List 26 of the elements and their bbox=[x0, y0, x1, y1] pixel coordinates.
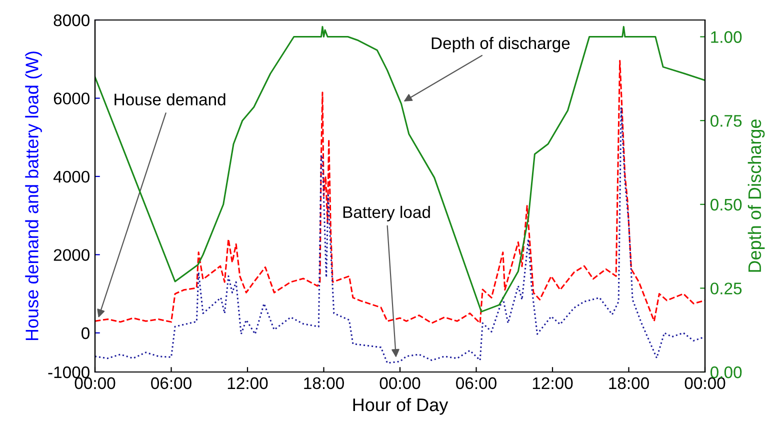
y2-tick-label: 0.50 bbox=[710, 198, 742, 211]
y2-tick-label: 0.75 bbox=[710, 114, 742, 127]
y-tick-label: 0 bbox=[82, 327, 90, 340]
x-tick-label: 00:00 bbox=[380, 377, 420, 390]
x-tick-label: 12:00 bbox=[532, 377, 573, 390]
y-tick-label: 4000 bbox=[53, 170, 90, 183]
x-tick-label: 06:00 bbox=[456, 377, 496, 390]
x-tick-label: 18:00 bbox=[609, 377, 649, 390]
x-axis-title: Hour of Day bbox=[353, 398, 448, 415]
annotation: Battery load bbox=[343, 206, 430, 222]
y-axis-title: House demand and battery load (W) bbox=[25, 52, 42, 340]
y2-axis-title: Depth of Discharge bbox=[748, 120, 765, 272]
x-tick-label: 06:00 bbox=[151, 377, 192, 390]
y2-tick-label: 0.25 bbox=[710, 282, 742, 294]
y-tick-label: 8000 bbox=[54, 14, 90, 26]
y-tick-label: 6000 bbox=[54, 92, 90, 104]
x-tick-label: 00:00 bbox=[74, 377, 116, 390]
x-tick-label: 12:00 bbox=[228, 377, 268, 390]
x-tick-label: 18:00 bbox=[304, 377, 344, 390]
y-tick-label: -1000 bbox=[48, 366, 90, 378]
annotation: House demand bbox=[114, 93, 226, 106]
x-tick-label: 00:00 bbox=[684, 377, 726, 390]
annotation: Depth of discharge bbox=[432, 36, 570, 52]
y-tick-label: 2000 bbox=[54, 249, 90, 261]
y2-tick-label: 1.00 bbox=[711, 31, 742, 43]
y2-tick-label: 0.00 bbox=[710, 366, 742, 378]
